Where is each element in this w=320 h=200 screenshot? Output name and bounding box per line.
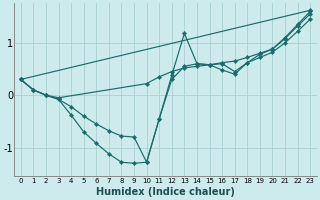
X-axis label: Humidex (Indice chaleur): Humidex (Indice chaleur) [96, 187, 235, 197]
